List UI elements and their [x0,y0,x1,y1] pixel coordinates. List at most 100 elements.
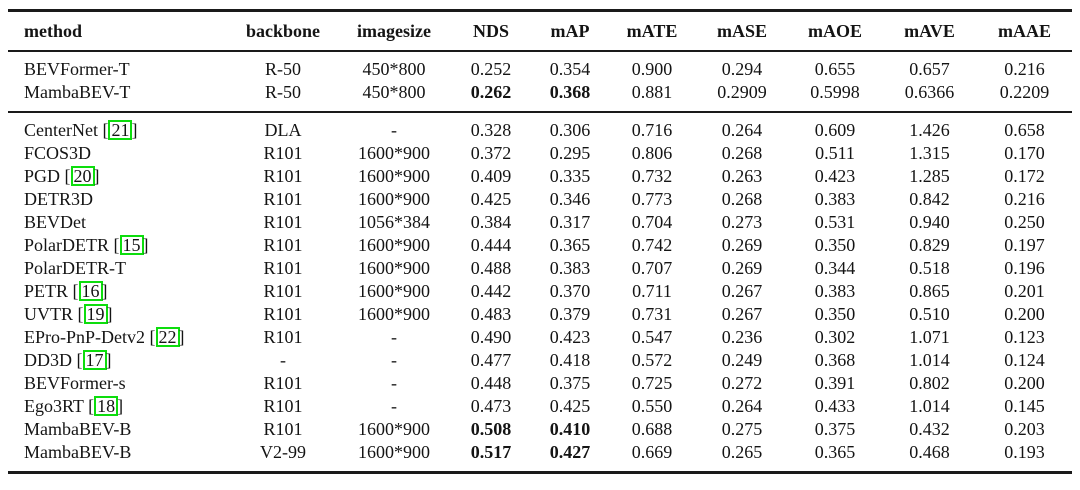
cell-backbone: R101 [263,189,303,209]
cell-mase: 0.267 [721,281,763,301]
cell-maoe: 0.383 [814,281,856,301]
table-row: Ego3RT [18] R101 - 0.473 0.425 0.550 0.264 0.43… [8,395,1072,418]
results-table: method backbone imagesize NDS mAP mATE mASE mAO… [8,9,1072,474]
citation-link[interactable]: 19 [83,304,108,324]
cell-mave: 0.829 [909,235,950,255]
cell-nds: 0.477 [470,350,512,370]
cell-nds: 0.442 [470,281,512,301]
cell-mave: 0.802 [909,373,950,393]
cell-maae: 0.124 [1004,350,1045,370]
cell-maae: 0.200 [1004,373,1045,393]
cell-mase: 0.264 [721,120,763,140]
cell-imagesize: 1600*900 [358,166,430,186]
cell-mave: 1.285 [909,166,950,186]
cell-imagesize: 1600*900 [358,281,430,301]
cell-method: MambaBEV-B [8,418,228,441]
method-name: BEVDet [24,212,86,232]
table-row: MambaBEV-T R-50 450*800 0.262 0.368 0.881 0.29… [8,81,1072,112]
cell-maae: 0.123 [1004,327,1045,347]
cell-maoe: 0.383 [814,189,856,209]
cell-nds: 0.508 [470,419,512,439]
cell-method: BEVFormer-T [8,51,228,81]
cell-mave: 1.315 [909,143,950,163]
cell-mase: 0.268 [721,143,763,163]
cell-mave: 0.432 [909,419,950,439]
cell-maae: 0.193 [1004,442,1045,462]
cell-backbone: R101 [263,281,303,301]
column-header-nds: NDS [472,20,509,41]
cell-mave: 0.940 [909,212,950,232]
cell-mase: 0.268 [721,189,763,209]
cell-method: UVTR [19] [24,304,113,324]
cell-mate: 0.707 [631,258,673,278]
cell-nds: 0.328 [470,120,512,140]
cell-mate: 0.688 [631,419,673,439]
cell-method: BEVFormer-s [8,372,228,395]
header-row: method backbone imagesize NDS mAP mATE mASE mAO… [8,11,1072,52]
cell-backbone: R-50 [265,59,301,79]
cell-imagesize: - [391,120,397,140]
cell-maae: 0.196 [1004,258,1045,278]
cell-backbone: R101 [263,166,303,186]
cell-map: 0.425 [549,396,591,416]
cell-nds: 0.483 [470,304,512,324]
citation-link[interactable]: 22 [155,327,180,347]
cell-imagesize: 450*800 [362,59,426,79]
cell-maoe: 0.302 [814,327,856,347]
method-name: DD3D [24,350,72,370]
cell-maae: 0.203 [1004,419,1045,439]
cell-method: MambaBEV-T [8,81,228,112]
citation-link[interactable]: 17 [82,350,107,370]
method-name: MambaBEV-T [24,82,131,102]
cell-maoe: 0.511 [815,143,855,163]
cell-method: Ego3RT [18] [24,396,124,416]
citation-link[interactable]: 16 [78,281,103,301]
cell-maoe: 0.344 [814,258,856,278]
row-group-1: BEVFormer-T R-50 450*800 0.252 0.354 0.900 0.2… [8,51,1072,112]
cell-maae: 0.172 [1004,166,1045,186]
cell-maae: 0.216 [1004,59,1045,79]
cell-map: 0.418 [549,350,591,370]
cell-method: PolarDETR-T [8,257,228,280]
cell-maae: 0.250 [1004,212,1045,232]
method-name: PETR [24,281,69,301]
citation-link[interactable]: 15 [119,235,144,255]
cell-mave: 0.468 [909,442,950,462]
table-row: FCOS3D R101 1600*900 0.372 0.295 0.806 0.268 0.… [8,142,1072,165]
cell-mase: 0.272 [721,373,763,393]
cell-maoe: 0.350 [814,304,856,324]
table-row: MambaBEV-B R101 1600*900 0.508 0.410 0.688 0.2… [8,418,1072,441]
cell-mave: 0.657 [909,59,950,79]
cell-map: 0.368 [549,82,591,102]
cell-mase: 0.249 [721,350,763,370]
cell-maae: 0.200 [1004,304,1045,324]
table-row: MambaBEV-B V2-99 1600*900 0.517 0.427 0.669 0.… [8,441,1072,473]
cell-mase: 0.263 [721,166,763,186]
cell-map: 0.370 [549,281,591,301]
citation-link[interactable]: 20 [70,166,95,186]
cell-backbone: DLA [264,120,302,140]
cell-nds: 0.517 [470,442,512,462]
cell-mase: 0.267 [721,304,763,324]
method-name: PolarDETR [24,235,109,255]
cell-mave: 0.842 [909,189,950,209]
cell-mave: 1.426 [909,120,950,140]
cell-backbone: R101 [263,143,303,163]
citation-link[interactable]: 21 [108,120,133,140]
table-row: PolarDETR [15] R101 1600*900 0.444 0.365 0.74… [8,234,1072,257]
cell-mate: 0.900 [631,59,673,79]
cell-mate: 0.881 [631,82,673,102]
table-row: DETR3D R101 1600*900 0.425 0.346 0.773 0.268 0.… [8,188,1072,211]
cell-mase: 0.275 [721,419,763,439]
column-header-maoe: mAOE [808,20,862,41]
cell-map: 0.410 [549,419,591,439]
table-row: PETR [16] R101 1600*900 0.442 0.370 0.711 0.26… [8,280,1072,303]
cell-imagesize: 1600*900 [358,258,430,278]
cell-mase: 0.269 [721,235,763,255]
cell-mate: 0.669 [631,442,673,462]
cell-method: EPro-PnP-Detv2 [22] [24,327,185,347]
cell-map: 0.295 [549,143,591,163]
cell-backbone: R101 [263,327,303,347]
cell-maae: 0.2209 [999,82,1050,102]
citation-link[interactable]: 18 [94,396,119,416]
